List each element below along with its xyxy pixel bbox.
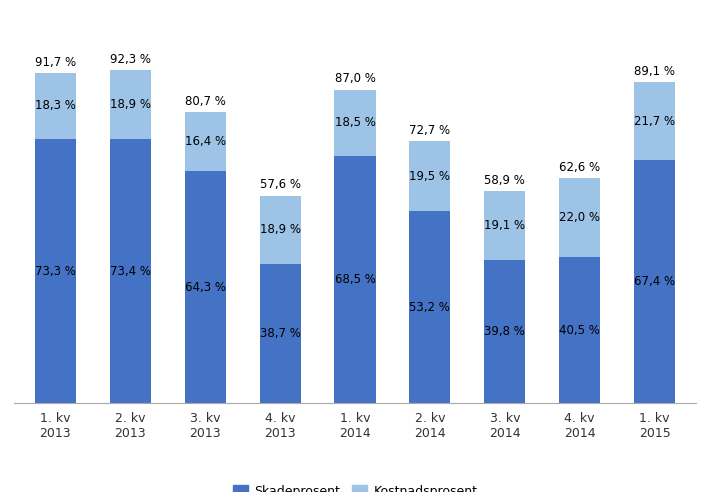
- Bar: [259, 264, 301, 403]
- Bar: [559, 178, 600, 257]
- Bar: [110, 70, 151, 139]
- Bar: [110, 139, 151, 403]
- Text: 53,2 %: 53,2 %: [410, 301, 450, 314]
- Text: 39,8 %: 39,8 %: [484, 325, 525, 338]
- Text: 62,6 %: 62,6 %: [559, 160, 600, 174]
- Bar: [259, 196, 301, 264]
- Bar: [484, 191, 525, 260]
- Text: 91,7 %: 91,7 %: [35, 56, 76, 68]
- Text: 21,7 %: 21,7 %: [634, 115, 675, 127]
- Text: 18,9 %: 18,9 %: [110, 98, 151, 111]
- Bar: [185, 112, 226, 171]
- Bar: [409, 141, 451, 212]
- Text: 16,4 %: 16,4 %: [185, 135, 226, 149]
- Text: 87,0 %: 87,0 %: [334, 72, 376, 85]
- Text: 57,6 %: 57,6 %: [260, 178, 300, 191]
- Bar: [634, 160, 675, 403]
- Bar: [334, 90, 376, 156]
- Bar: [334, 156, 376, 403]
- Bar: [35, 139, 76, 403]
- Text: 18,3 %: 18,3 %: [35, 99, 76, 113]
- Text: 58,9 %: 58,9 %: [484, 174, 525, 186]
- Bar: [634, 82, 675, 160]
- Bar: [35, 73, 76, 139]
- Text: 67,4 %: 67,4 %: [634, 276, 675, 288]
- Bar: [185, 171, 226, 403]
- Text: 18,9 %: 18,9 %: [260, 223, 300, 236]
- Text: 73,3 %: 73,3 %: [35, 265, 76, 277]
- Text: 80,7 %: 80,7 %: [185, 95, 226, 108]
- Text: 19,5 %: 19,5 %: [410, 170, 450, 183]
- Text: 73,4 %: 73,4 %: [110, 265, 151, 277]
- Bar: [484, 260, 525, 403]
- Text: 18,5 %: 18,5 %: [334, 117, 376, 129]
- Text: 40,5 %: 40,5 %: [559, 324, 600, 337]
- Text: 92,3 %: 92,3 %: [110, 53, 151, 66]
- Text: 89,1 %: 89,1 %: [634, 64, 675, 78]
- Text: 72,7 %: 72,7 %: [410, 124, 450, 137]
- Text: 64,3 %: 64,3 %: [185, 281, 226, 294]
- Bar: [559, 257, 600, 403]
- Text: 38,7 %: 38,7 %: [260, 327, 300, 340]
- Text: 19,1 %: 19,1 %: [484, 219, 525, 232]
- Legend: Skadeprosent, Kostnadsprosent: Skadeprosent, Kostnadsprosent: [228, 480, 482, 492]
- Text: 22,0 %: 22,0 %: [559, 211, 600, 224]
- Bar: [409, 212, 451, 403]
- Text: 68,5 %: 68,5 %: [334, 274, 376, 286]
